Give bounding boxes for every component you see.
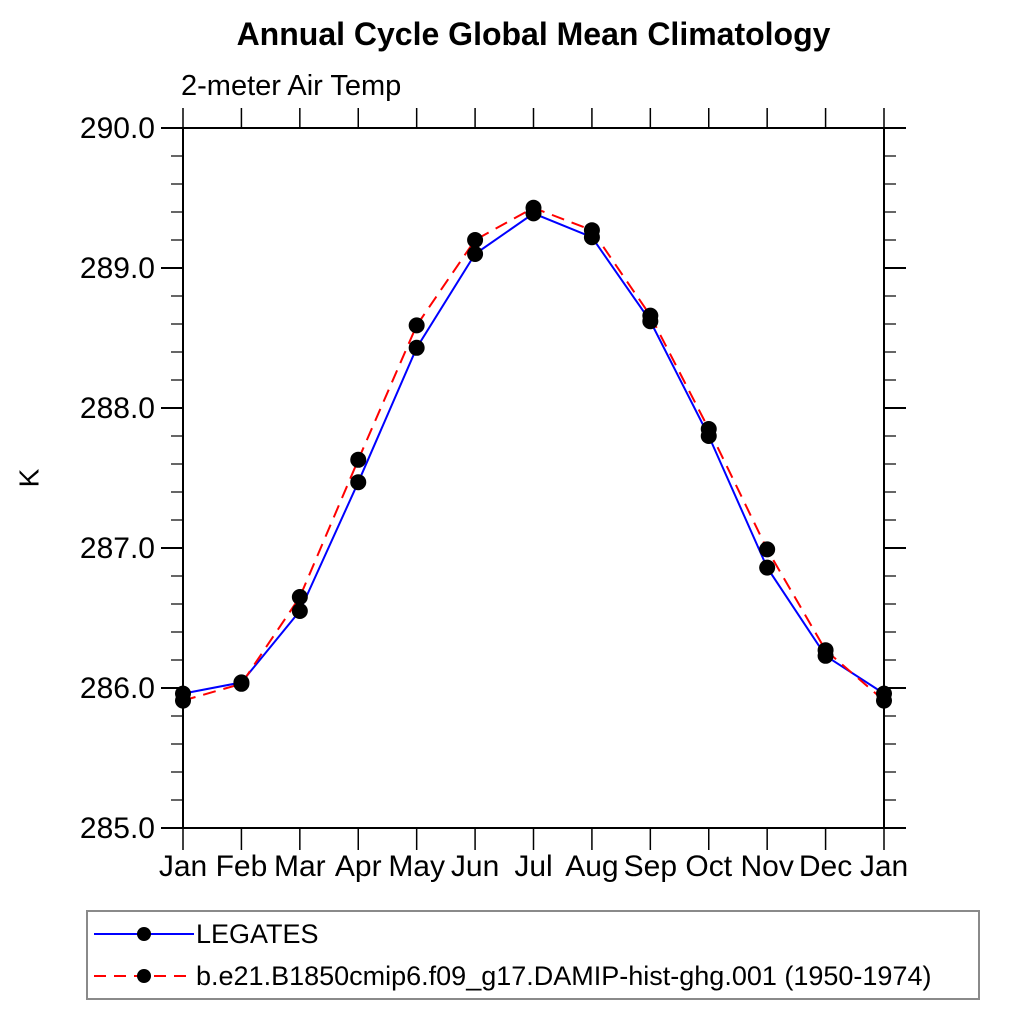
legend-item: LEGATES xyxy=(94,919,319,949)
data-point-marker xyxy=(408,339,425,356)
axis-frame xyxy=(182,127,885,829)
y-tick-label: 285.0 xyxy=(80,812,155,845)
y-tick-label: 289.0 xyxy=(80,252,155,285)
chart-title: Annual Cycle Global Mean Climatology xyxy=(236,16,831,52)
x-tick-label: Oct xyxy=(685,850,732,883)
x-tick-label: Jan xyxy=(860,850,908,883)
legend-label-model-run: b.e21.B1850cmip6.f09_g17.DAMIP-hist-ghg.… xyxy=(196,960,932,991)
data-point-marker xyxy=(759,559,776,576)
data-point-marker xyxy=(876,692,892,709)
data-point-marker xyxy=(467,246,484,262)
series-line-solid xyxy=(182,212,885,695)
data-point-marker xyxy=(233,675,250,692)
y-tick-label: 290.0 xyxy=(80,112,155,145)
data-point-marker xyxy=(817,642,834,659)
x-tick-label: Sep xyxy=(624,850,677,883)
legend-solid-line-marker-icon xyxy=(94,927,194,941)
legend-marker-dot-icon xyxy=(137,927,151,941)
x-tick-label: Dec xyxy=(799,850,852,883)
x-tick-label: Aug xyxy=(565,850,618,883)
data-point-marker xyxy=(467,232,484,248)
legend-dashed-line-marker-icon xyxy=(94,969,194,983)
legend-label-legates: LEGATES xyxy=(196,918,319,949)
data-point-marker xyxy=(350,474,367,491)
chart-subtitle: 2-meter Air Temp xyxy=(181,70,402,102)
data-point-marker xyxy=(642,307,659,324)
y-tick-label: 288.0 xyxy=(80,392,155,425)
legend-marker-dot-icon xyxy=(137,969,151,983)
data-point-marker xyxy=(759,541,776,558)
x-tick-label: Mar xyxy=(274,850,326,883)
x-tick-label: Feb xyxy=(216,850,268,883)
data-point-marker xyxy=(350,451,367,468)
x-tick-label: Nov xyxy=(740,850,793,883)
legend-item: b.e21.B1850cmip6.f09_g17.DAMIP-hist-ghg.… xyxy=(94,961,931,991)
data-point-marker xyxy=(291,603,308,619)
data-point-marker xyxy=(525,199,542,216)
y-tick-label: 287.0 xyxy=(80,532,155,565)
data-point-marker xyxy=(700,421,717,437)
legend: LEGATES b.e21.B1850cmip6.f09_g17.DAMIP-h… xyxy=(86,910,980,1000)
data-point-marker xyxy=(583,222,600,239)
y-tick-label: 286.0 xyxy=(80,672,155,705)
data-point-marker xyxy=(408,317,425,334)
data-point-marker xyxy=(175,692,191,709)
x-tick-label: Apr xyxy=(335,850,382,883)
x-tick-label: Jan xyxy=(159,850,207,883)
x-tick-label: May xyxy=(388,850,445,883)
x-tick-label: Jul xyxy=(514,850,552,883)
data-point-marker xyxy=(291,589,308,605)
x-tick-label: Jun xyxy=(451,850,499,883)
